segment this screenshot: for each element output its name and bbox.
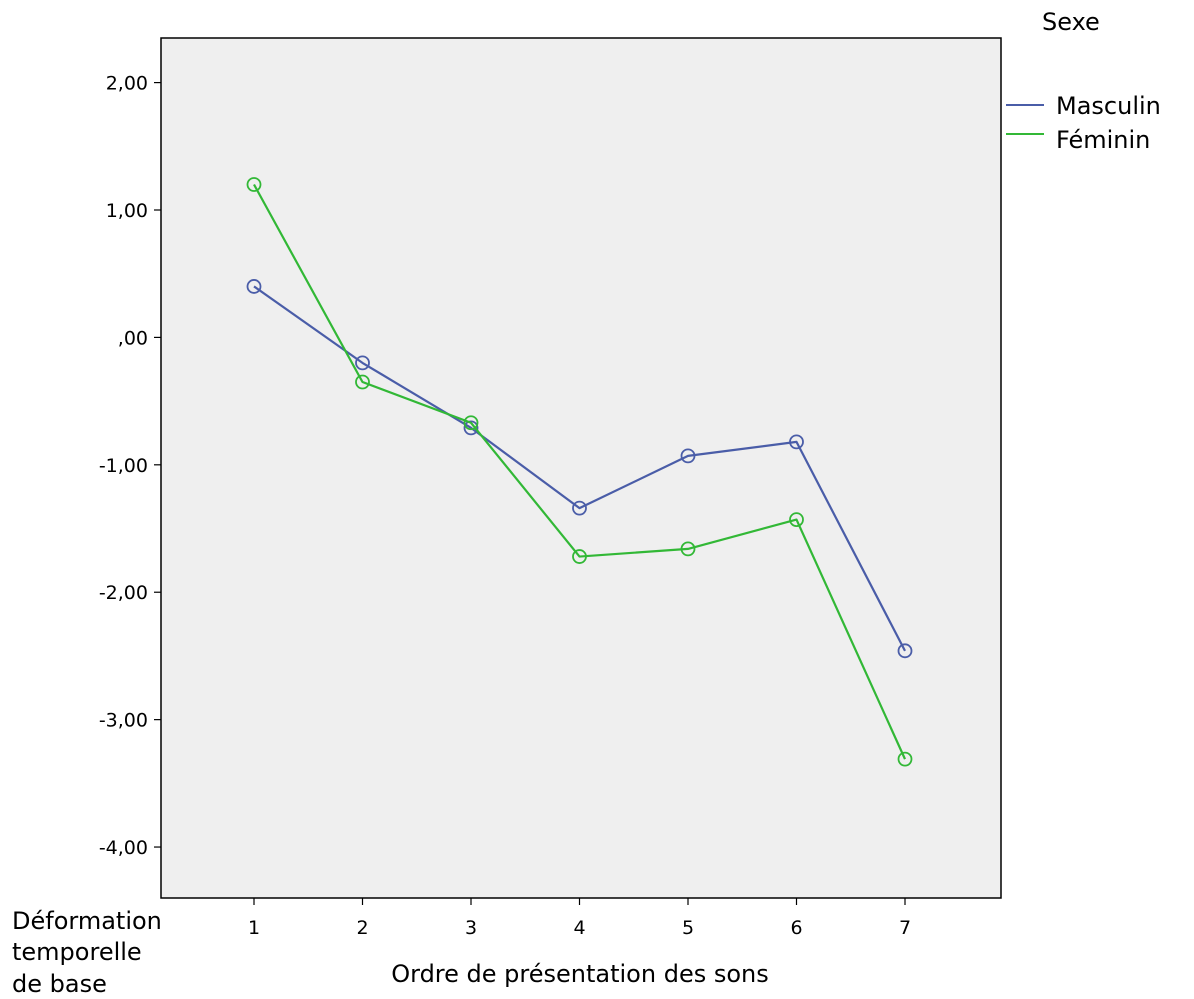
data-point-masculin [897,643,913,659]
x-tick-label: 4 [573,917,585,939]
data-point-feminin [789,512,804,527]
data-point-feminin [680,541,696,557]
data-point-feminin [355,374,370,390]
x-tick-label: 3 [465,917,477,939]
series-feminin [246,177,913,767]
y-tick-label: -3,00 [99,710,148,732]
y-axis-title-line-2: temporelle [12,938,142,966]
y-tick-label: -1,00 [99,455,148,477]
y-tick-label: -4,00 [99,837,148,859]
series-layer [246,177,913,767]
plot-area [160,37,1002,899]
data-point-feminin [463,415,479,431]
data-point-masculin [789,434,804,450]
data-point-masculin [246,279,262,294]
legend: Sexe Masculin Féminin [1006,8,1161,154]
y-tick-label: ,00 [118,327,148,349]
legend-label-feminin: Féminin [1056,126,1150,154]
x-tick-label: 6 [790,917,802,939]
y-tick-label: -2,00 [99,582,148,604]
x-tick-label: 2 [356,917,368,939]
series-line-masculin [253,285,906,652]
x-tick-label: 7 [899,917,911,939]
y-axis: 2,00 1,00 ,00 -1,00 -2,00 -3,00 -4,00 [99,73,161,859]
y-axis-title-line-1: Déformation [12,907,162,935]
data-point-masculin [572,500,587,516]
data-point-feminin [246,177,262,192]
data-point-feminin [572,549,587,564]
y-tick-label: 2,00 [106,73,148,95]
x-axis-title: Ordre de présentation des sons [391,960,769,988]
data-point-masculin [355,355,370,371]
series-masculin [246,279,913,659]
x-axis: 1 2 3 4 5 6 7 [248,898,911,939]
y-axis-title-line-3: de base [12,970,107,998]
x-tick-label: 1 [248,917,260,939]
data-point-feminin [897,751,913,767]
legend-title: Sexe [1042,8,1100,36]
y-tick-label: 1,00 [106,200,148,222]
series-line-feminin [253,183,907,760]
data-point-masculin [680,448,696,464]
data-point-masculin [463,420,479,436]
x-tick-label: 5 [682,917,694,939]
legend-label-masculin: Masculin [1056,92,1161,120]
